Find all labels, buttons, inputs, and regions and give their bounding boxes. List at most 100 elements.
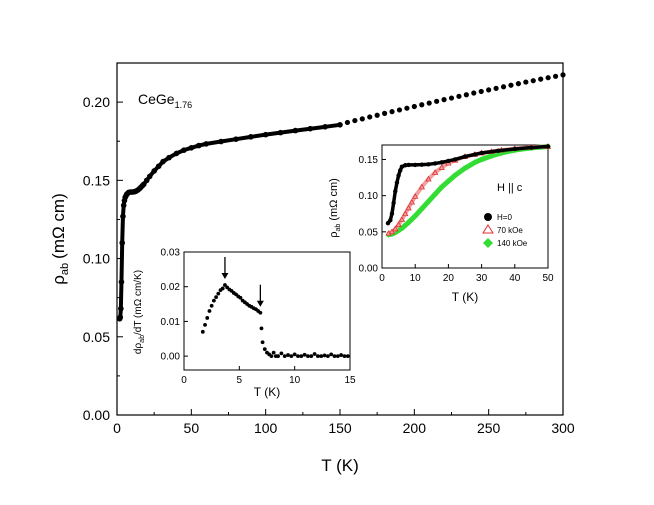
inset-top-x-tick-label: 0: [379, 273, 385, 284]
inset-top-x-tick-label: 40: [509, 273, 521, 284]
main-x-axis-label: T (K): [321, 456, 358, 475]
inset-top-70koe-point: [392, 225, 399, 232]
main-data-point: [396, 107, 403, 113]
main-data-point: [359, 116, 365, 122]
inset-top-h0-point: [419, 162, 425, 167]
inset-top-140koe-point: [402, 222, 409, 229]
inset-bottom-data-points: [200, 283, 350, 359]
inset-top-70koe-point: [405, 204, 412, 211]
inset-top-h0-point: [446, 158, 451, 164]
inset-derivative: 0 5 10 15 0.00 0.01 0.02 0.03 T (K) dρab/dT (m…: [133, 248, 356, 400]
inset-bottom-data-point: [322, 353, 327, 358]
inset-bottom-x-tick-label: 0: [181, 375, 187, 386]
main-y-tick-label: 0.15: [83, 172, 110, 188]
inset-bottom-data-point: [271, 350, 276, 355]
inset-top-140koe-point: [405, 219, 412, 226]
inset-top-140koe-point: [488, 152, 495, 159]
inset-top-h0-point: [403, 163, 408, 168]
inset-bottom-data-point: [339, 353, 344, 357]
compound-label: CeGe1.76: [138, 91, 192, 110]
inset-bottom-data-point: [262, 347, 267, 352]
main-y-ticks: 0.00 0.05 0.10 0.15 0.20: [83, 62, 123, 423]
legend-entry-140koe: 140 kOe: [483, 238, 528, 248]
inset-top-h0-point: [398, 168, 403, 173]
main-y-tick-label: 0.00: [83, 407, 110, 423]
inset-top-h0-point: [432, 161, 438, 166]
main-data-point: [374, 112, 380, 118]
main-data-point: [523, 79, 529, 85]
inset-top-y-tick-label: 0.10: [359, 191, 379, 202]
main-data-segment: [204, 139, 224, 146]
main-data-segment: [308, 124, 328, 131]
inset-top-y-axis-label: ρab (mΩ cm): [328, 178, 342, 238]
inset-top-x-tick-label: 20: [443, 273, 455, 284]
main-data-segment: [323, 122, 342, 129]
main-x-tick-label: 300: [551, 420, 575, 436]
inset-bottom-x-axis-label: T (K): [254, 385, 280, 399]
inset-top-140koe-point: [432, 191, 439, 198]
inset-bottom-frame: [183, 251, 351, 371]
inset-bottom-data-point: [325, 354, 330, 359]
inset-field-dependence: 0 10 20 30 40 50 0.00 0.05 0.10 0.15 T (K) ρab (…: [328, 143, 554, 304]
inset-bottom-data-point: [279, 351, 284, 356]
inset-top-h0-segment: [496, 147, 517, 153]
main-x-tick-label: 250: [477, 420, 501, 436]
inset-bottom-data-point: [203, 322, 207, 327]
main-x-tick-label: 0: [113, 420, 121, 436]
inset-top-h0-point: [396, 173, 401, 178]
transition-arrow-head: [256, 300, 264, 307]
inset-bottom-data-point: [259, 326, 264, 331]
inset-bottom-data-point: [276, 354, 280, 359]
inset-bottom-y-tick-label: 0.01: [161, 317, 181, 328]
inset-bottom-data-point: [216, 291, 221, 296]
main-data-segment: [248, 132, 268, 139]
inset-top-h0-point: [529, 145, 534, 150]
main-data-point: [500, 84, 507, 90]
inset-top-h0-point: [389, 211, 395, 216]
main-x-ticks: 0 50 100 150 200 250 300: [113, 409, 575, 436]
inset-top-140koe-point: [425, 198, 432, 205]
main-y-tick-label: 0.20: [83, 94, 110, 110]
inset-top-h0-point: [479, 150, 484, 156]
main-data-segment: [278, 128, 298, 135]
inset-top-h0-point: [462, 154, 468, 159]
inset-bottom-x-ticks: 0 5 10 15: [181, 366, 356, 386]
inset-top-h0-point: [545, 144, 551, 149]
inset-top-h0-point: [399, 164, 405, 169]
inset-bottom-y-tick-label: 0.00: [161, 352, 181, 363]
inset-top-140koe-point: [462, 165, 468, 172]
inset-top-h0-point: [393, 189, 398, 194]
inset-top-140koe-point: [418, 205, 425, 212]
main-data-point: [515, 81, 522, 87]
inset-bottom-data-point: [319, 354, 324, 359]
inset-top-data-points: [385, 143, 552, 238]
inset-top-h0-point: [512, 146, 517, 152]
inset-bottom-data-point: [345, 354, 350, 359]
main-data-point: [456, 93, 462, 99]
inset-top-h0-point: [426, 162, 431, 167]
inset-bottom-data-point: [312, 352, 317, 356]
transition-arrows: [221, 256, 264, 307]
inset-bottom-data-point: [200, 329, 205, 334]
inset-bottom-x-tick-label: 15: [344, 375, 356, 386]
inset-top-x-tick-label: 50: [542, 273, 554, 284]
field-direction-annotation: H || c: [497, 182, 523, 194]
inset-bottom-data-point: [286, 353, 290, 357]
main-y-tick-label: 0.05: [83, 329, 110, 345]
inset-top-h0-point: [388, 218, 393, 223]
inset-bottom-data-point: [335, 354, 340, 359]
inset-top-x-ticks: 0 10 20 30 40 50: [379, 264, 554, 284]
inset-top-h0-segment: [479, 149, 500, 155]
inset-bottom-data-point: [299, 354, 304, 359]
inset-top-70koe-point: [388, 228, 396, 235]
inset-bottom-data-point: [342, 354, 347, 359]
main-data-points: [116, 72, 566, 322]
main-data-point: [441, 97, 447, 103]
inset-top-h0-point: [472, 152, 478, 157]
inset-top-h0-point: [452, 157, 458, 162]
main-y-axis-label: ρab(mΩ cm): [49, 193, 71, 285]
inset-top-140koe-point: [471, 159, 478, 166]
inset-bottom-data-point: [289, 354, 294, 359]
legend-marker-140koe: [483, 238, 493, 248]
